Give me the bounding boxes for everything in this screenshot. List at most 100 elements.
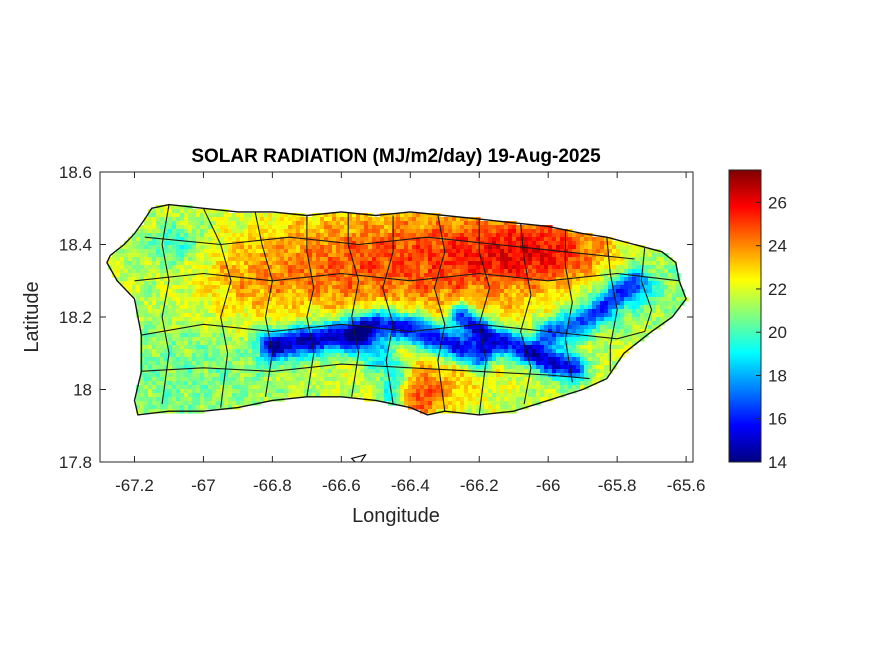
heat-cell — [300, 277, 305, 282]
heat-cell — [532, 353, 537, 358]
heat-cell — [232, 293, 237, 298]
heat-cell — [368, 353, 373, 358]
heat-cell — [576, 265, 581, 270]
heat-cell — [196, 289, 201, 294]
heat-cell — [312, 349, 317, 354]
heat-cell — [340, 365, 345, 370]
heat-cell — [404, 221, 409, 226]
heat-cell — [120, 269, 125, 274]
heat-cell — [276, 249, 281, 254]
heat-cell — [256, 337, 261, 342]
heat-cell — [316, 269, 321, 274]
heat-cell — [440, 301, 445, 306]
heat-cell — [244, 317, 249, 322]
heat-cell — [184, 305, 189, 310]
heat-cell — [400, 297, 405, 302]
heat-cell — [260, 305, 265, 310]
heat-cell — [620, 269, 625, 274]
heat-cell — [284, 309, 289, 314]
heat-cell — [360, 297, 365, 302]
heat-cell — [440, 285, 445, 290]
heat-cell — [136, 233, 141, 238]
heat-cell — [540, 245, 545, 250]
heat-cell — [376, 253, 381, 258]
heat-cell — [264, 365, 269, 370]
heat-cell — [416, 225, 421, 230]
heat-cell — [328, 253, 333, 258]
heat-cell — [192, 237, 197, 242]
heat-cell — [600, 309, 605, 314]
heat-cell — [308, 353, 313, 358]
heat-cell — [412, 357, 417, 362]
heat-cell — [352, 309, 357, 314]
heat-cell — [140, 317, 145, 322]
heat-cell — [436, 313, 441, 318]
heat-cell — [268, 241, 273, 246]
heat-cell — [200, 321, 205, 326]
heat-cell — [192, 261, 197, 266]
heat-cell — [612, 281, 617, 286]
heat-cell — [244, 309, 249, 314]
heat-cell — [224, 317, 229, 322]
heat-cell — [368, 349, 373, 354]
heat-cell — [476, 293, 481, 298]
heat-cell — [516, 237, 521, 242]
heat-cell — [652, 317, 657, 322]
heat-cell — [604, 313, 609, 318]
heat-cell — [364, 233, 369, 238]
heat-cell — [648, 269, 653, 274]
heat-cell — [140, 353, 145, 358]
heat-cell — [648, 309, 653, 314]
heat-cell — [588, 361, 593, 366]
heat-cell — [152, 293, 157, 298]
heat-cell — [316, 305, 321, 310]
heat-cell — [620, 257, 625, 262]
heat-cell — [192, 337, 197, 342]
heat-cell — [632, 329, 637, 334]
heat-cell — [140, 225, 145, 230]
heat-cell — [132, 241, 137, 246]
heat-cell — [584, 265, 589, 270]
heat-cell — [500, 337, 505, 342]
heat-cell — [148, 353, 153, 358]
heat-cell — [612, 333, 617, 338]
heat-cell — [304, 285, 309, 290]
heat-cell — [332, 337, 337, 342]
heat-cell — [160, 209, 165, 214]
heat-cell — [256, 329, 261, 334]
heat-cell — [440, 217, 445, 222]
heat-cell — [384, 265, 389, 270]
heat-cell — [392, 353, 397, 358]
heat-cell — [404, 217, 409, 222]
heat-cell — [400, 213, 405, 218]
heat-cell — [600, 261, 605, 266]
heat-cell — [276, 265, 281, 270]
heat-cell — [536, 353, 541, 358]
heat-cell — [444, 229, 449, 234]
heat-cell — [396, 281, 401, 286]
heat-cell — [672, 265, 677, 270]
heat-cell — [336, 265, 341, 270]
heat-cell — [456, 337, 461, 342]
heat-cell — [516, 249, 521, 254]
heat-cell — [236, 261, 241, 266]
heat-cell — [460, 281, 465, 286]
heat-cell — [400, 225, 405, 230]
heat-cell — [412, 309, 417, 314]
heat-cell — [504, 229, 509, 234]
heat-cell — [440, 289, 445, 294]
heat-cell — [248, 357, 253, 362]
heat-cell — [200, 341, 205, 346]
heat-cell — [140, 241, 145, 246]
heat-cell — [336, 349, 341, 354]
heat-cell — [296, 233, 301, 238]
heat-cell — [652, 289, 657, 294]
heat-cell — [256, 341, 261, 346]
heat-cell — [460, 233, 465, 238]
heat-cell — [168, 229, 173, 234]
heat-cell — [268, 257, 273, 262]
heat-cell — [204, 345, 209, 350]
heat-cell — [352, 317, 357, 322]
heat-cell — [204, 329, 209, 334]
heat-cell — [260, 297, 265, 302]
